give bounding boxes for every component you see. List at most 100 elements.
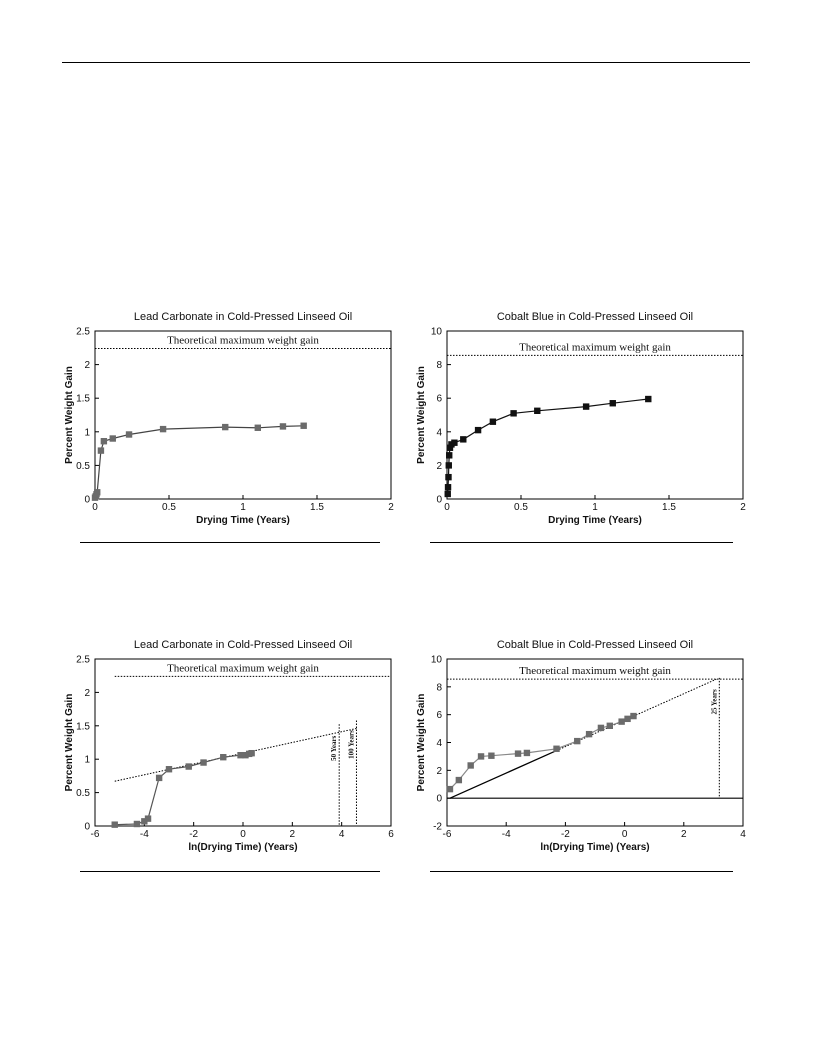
data-point xyxy=(624,715,631,723)
data-point xyxy=(133,820,141,828)
data-point xyxy=(446,444,454,451)
x-tick-label: 1.5 xyxy=(662,502,676,513)
x-tick-label: 1.5 xyxy=(310,502,324,513)
y-tick-label: 0 xyxy=(436,495,442,506)
data-point xyxy=(444,484,452,491)
data-point xyxy=(242,751,249,759)
data-point xyxy=(477,753,485,760)
x-tick-label: 0 xyxy=(444,502,450,513)
chart-title: Lead Carbonate in Cold-Pressed Linseed O… xyxy=(134,311,352,323)
data-point xyxy=(220,753,227,761)
y-tick-label: 6 xyxy=(436,710,442,721)
y-tick-label: 2.5 xyxy=(76,327,90,338)
x-tick-label: 0 xyxy=(240,829,246,840)
theoretical-max-label: Theoretical maximum weight gain xyxy=(519,341,671,353)
data-point xyxy=(237,751,244,759)
y-tick-label: 0 xyxy=(436,794,442,805)
y-tick-label: 4 xyxy=(436,738,442,749)
y-axis-label: Percent Weight Gain xyxy=(64,694,75,792)
x-tick-label: 6 xyxy=(388,829,394,840)
trend-line-solid xyxy=(449,749,557,799)
x-tick-label: 0.5 xyxy=(162,502,176,513)
data-point xyxy=(109,435,116,442)
data-point xyxy=(645,395,652,403)
data-point xyxy=(279,423,287,430)
data-point xyxy=(141,818,148,825)
data-point xyxy=(489,418,497,425)
x-tick-label: -2 xyxy=(189,829,198,840)
chart-lead-carbonate-linear: Lead Carbonate in Cold-Pressed Linseed O… xyxy=(64,311,394,526)
data-point xyxy=(514,750,522,757)
chart-2-bottom-rule xyxy=(430,542,733,543)
chart-title: Cobalt Blue in Cold-Pressed Linseed Oil xyxy=(497,639,693,651)
data-point xyxy=(553,745,560,752)
x-tick-label: 0 xyxy=(622,829,628,840)
x-axis-label: Drying Time (Years) xyxy=(196,515,290,526)
x-tick-label: 2 xyxy=(388,502,394,513)
y-tick-label: 2.5 xyxy=(76,655,90,666)
data-point xyxy=(574,737,581,745)
data-point xyxy=(165,766,173,773)
y-tick-label: 0.5 xyxy=(76,461,90,472)
data-point xyxy=(455,776,463,784)
y-tick-label: 0 xyxy=(84,495,90,506)
x-tick-label: 2 xyxy=(681,829,687,840)
data-point xyxy=(609,400,616,407)
data-point xyxy=(94,489,101,496)
chart-1-bottom-rule xyxy=(80,542,380,543)
chart-4-bottom-rule xyxy=(430,871,733,872)
x-tick-label: 2 xyxy=(290,829,296,840)
trend-line xyxy=(114,727,357,782)
x-tick-label: -4 xyxy=(140,829,149,840)
y-tick-label: 0.5 xyxy=(76,788,90,799)
series-line xyxy=(449,715,634,790)
page-header-rule xyxy=(62,62,750,63)
data-point xyxy=(222,423,229,431)
y-tick-label: 0 xyxy=(84,822,90,833)
y-tick-label: 10 xyxy=(431,655,443,666)
data-point xyxy=(97,447,105,454)
data-point xyxy=(474,426,482,434)
y-tick-label: 2 xyxy=(84,360,90,371)
chart-lead-carbonate-log: Lead Carbonate in Cold-Pressed Linseed O… xyxy=(64,639,394,853)
x-tick-label: 2 xyxy=(740,502,746,513)
data-point xyxy=(445,462,452,469)
chart-3-bottom-rule xyxy=(80,871,380,872)
data-point xyxy=(582,403,590,410)
data-point xyxy=(200,759,207,766)
x-axis-label: ln(Drying Time) (Years) xyxy=(188,842,297,853)
y-tick-label: 4 xyxy=(436,427,442,438)
y-tick-label: -2 xyxy=(433,822,442,833)
y-axis-label: Percent Weight Gain xyxy=(416,366,427,464)
data-point xyxy=(510,410,517,417)
chart-cobalt-blue-linear: Cobalt Blue in Cold-Pressed Linseed Oil 0… xyxy=(416,311,746,526)
data-point xyxy=(185,763,192,770)
data-point xyxy=(523,749,531,757)
x-tick-label: -4 xyxy=(502,829,511,840)
chart-cobalt-blue-log: Cobalt Blue in Cold-Pressed Linseed Oil -… xyxy=(416,639,746,853)
theoretical-max-label: Theoretical maximum weight gain xyxy=(167,334,319,346)
x-tick-label: 0 xyxy=(92,502,98,513)
y-axis-label: Percent Weight Gain xyxy=(64,366,75,464)
x-tick-label: -6 xyxy=(91,829,100,840)
data-point xyxy=(585,730,593,738)
x-axis-label: Drying Time (Years) xyxy=(548,515,642,526)
y-tick-label: 1.5 xyxy=(76,721,90,732)
data-point xyxy=(630,712,637,720)
data-point xyxy=(100,438,108,445)
x-tick-label: 1 xyxy=(240,502,246,513)
y-tick-label: 2 xyxy=(436,766,442,777)
data-point xyxy=(534,407,541,414)
data-point xyxy=(618,718,625,725)
data-point xyxy=(300,422,307,429)
y-tick-label: 1 xyxy=(84,427,90,438)
data-point xyxy=(606,722,613,729)
data-point xyxy=(488,752,495,759)
x-tick-label: 0.5 xyxy=(514,502,528,513)
y-tick-label: 10 xyxy=(431,327,443,338)
series-line xyxy=(447,398,649,495)
series-line xyxy=(114,752,252,826)
chart-title: Cobalt Blue in Cold-Pressed Linseed Oil xyxy=(497,311,693,323)
y-tick-label: 1.5 xyxy=(76,394,90,405)
chart-title: Lead Carbonate in Cold-Pressed Linseed O… xyxy=(134,639,352,651)
